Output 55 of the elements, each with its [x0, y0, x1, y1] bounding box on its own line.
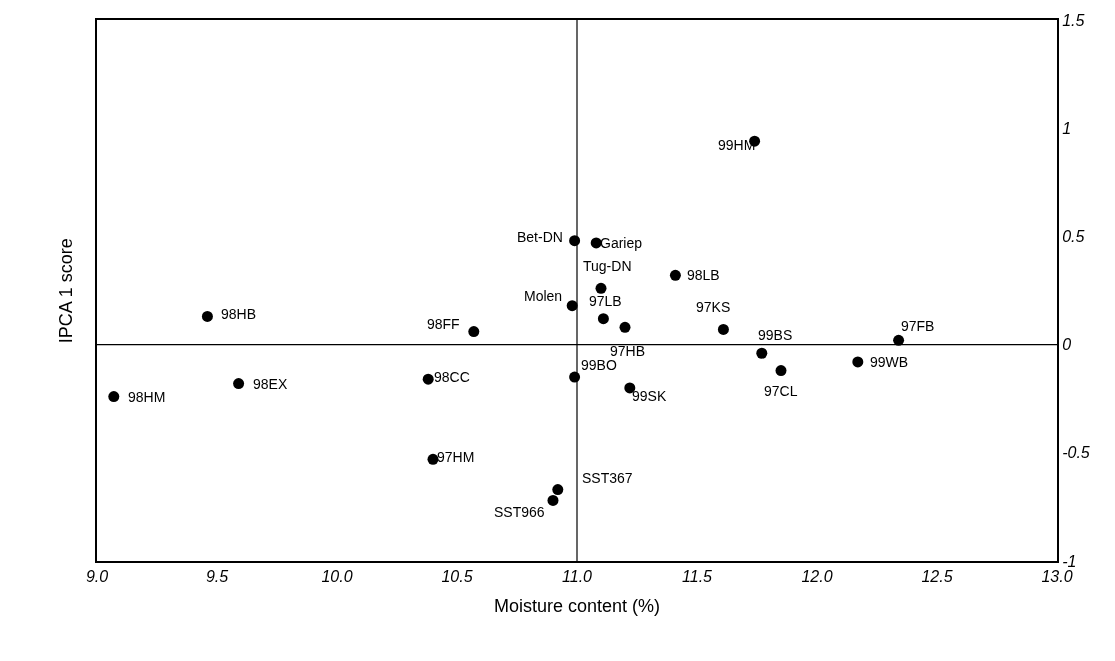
annotation: 98CC — [434, 369, 470, 385]
y-axis-title: IPCA 1 score — [56, 238, 77, 344]
point — [201, 310, 213, 322]
annotation: SST367 — [582, 470, 633, 486]
annotation: 98HB — [221, 306, 257, 322]
point — [619, 321, 631, 333]
annotation: 97CL — [764, 383, 798, 399]
point — [547, 494, 559, 506]
x-tick-label: 10.5 — [441, 568, 473, 586]
y-tick-label: -1 — [1062, 552, 1077, 570]
point — [468, 326, 480, 338]
point — [893, 334, 905, 346]
annotation: 98HM — [128, 389, 166, 405]
annotation: 99WB — [870, 354, 909, 370]
point — [775, 365, 787, 377]
annotation: 97LB — [589, 293, 622, 309]
annotation: 98FF — [427, 316, 460, 332]
annotation: 98EX — [253, 376, 288, 392]
annotation: Gariep — [600, 235, 643, 251]
annotation: Bet-DN — [517, 229, 563, 245]
x-tick-label: 12.5 — [921, 568, 953, 586]
annotation: 97FB — [901, 318, 935, 334]
point — [552, 484, 564, 496]
annotation: 97HB — [610, 343, 646, 359]
x-tick-label: 12.0 — [801, 568, 833, 586]
x-axis-title: Moisture content (%) — [493, 595, 661, 616]
annotation: 99BO — [581, 357, 617, 373]
y-tick-label: 0 — [1062, 336, 1072, 354]
point — [108, 391, 120, 403]
point — [595, 282, 607, 294]
y-tick-label: 1 — [1062, 119, 1072, 137]
annotation: Tug-DN — [583, 258, 632, 274]
annotation: 98LB — [687, 267, 720, 283]
y-tick-label: -0.5 — [1062, 444, 1090, 462]
x-tick-label: 11.5 — [682, 568, 713, 586]
x-tick-label: 9.0 — [85, 568, 109, 586]
point — [717, 323, 729, 335]
annotation: SST966 — [494, 504, 545, 520]
point — [756, 347, 768, 359]
y-tick-label: 0.5 — [1062, 228, 1085, 245]
x-tick-label: 11.0 — [562, 568, 593, 586]
x-tick-label: 9.5 — [205, 568, 229, 586]
annotation: 99SK — [632, 388, 667, 404]
point — [233, 378, 245, 390]
point — [852, 356, 864, 368]
x-tick-label: 13.0 — [1041, 568, 1073, 586]
annotation: 97HM — [437, 449, 475, 465]
point — [597, 313, 609, 325]
x-tick-label: 10.0 — [321, 568, 353, 586]
y-tick-label: 1.5 — [1062, 11, 1085, 29]
annotation: 97KS — [696, 299, 731, 315]
point — [422, 373, 434, 385]
annotation: Molen — [524, 288, 563, 304]
point — [669, 269, 681, 281]
annotation: 99BS — [758, 327, 793, 343]
